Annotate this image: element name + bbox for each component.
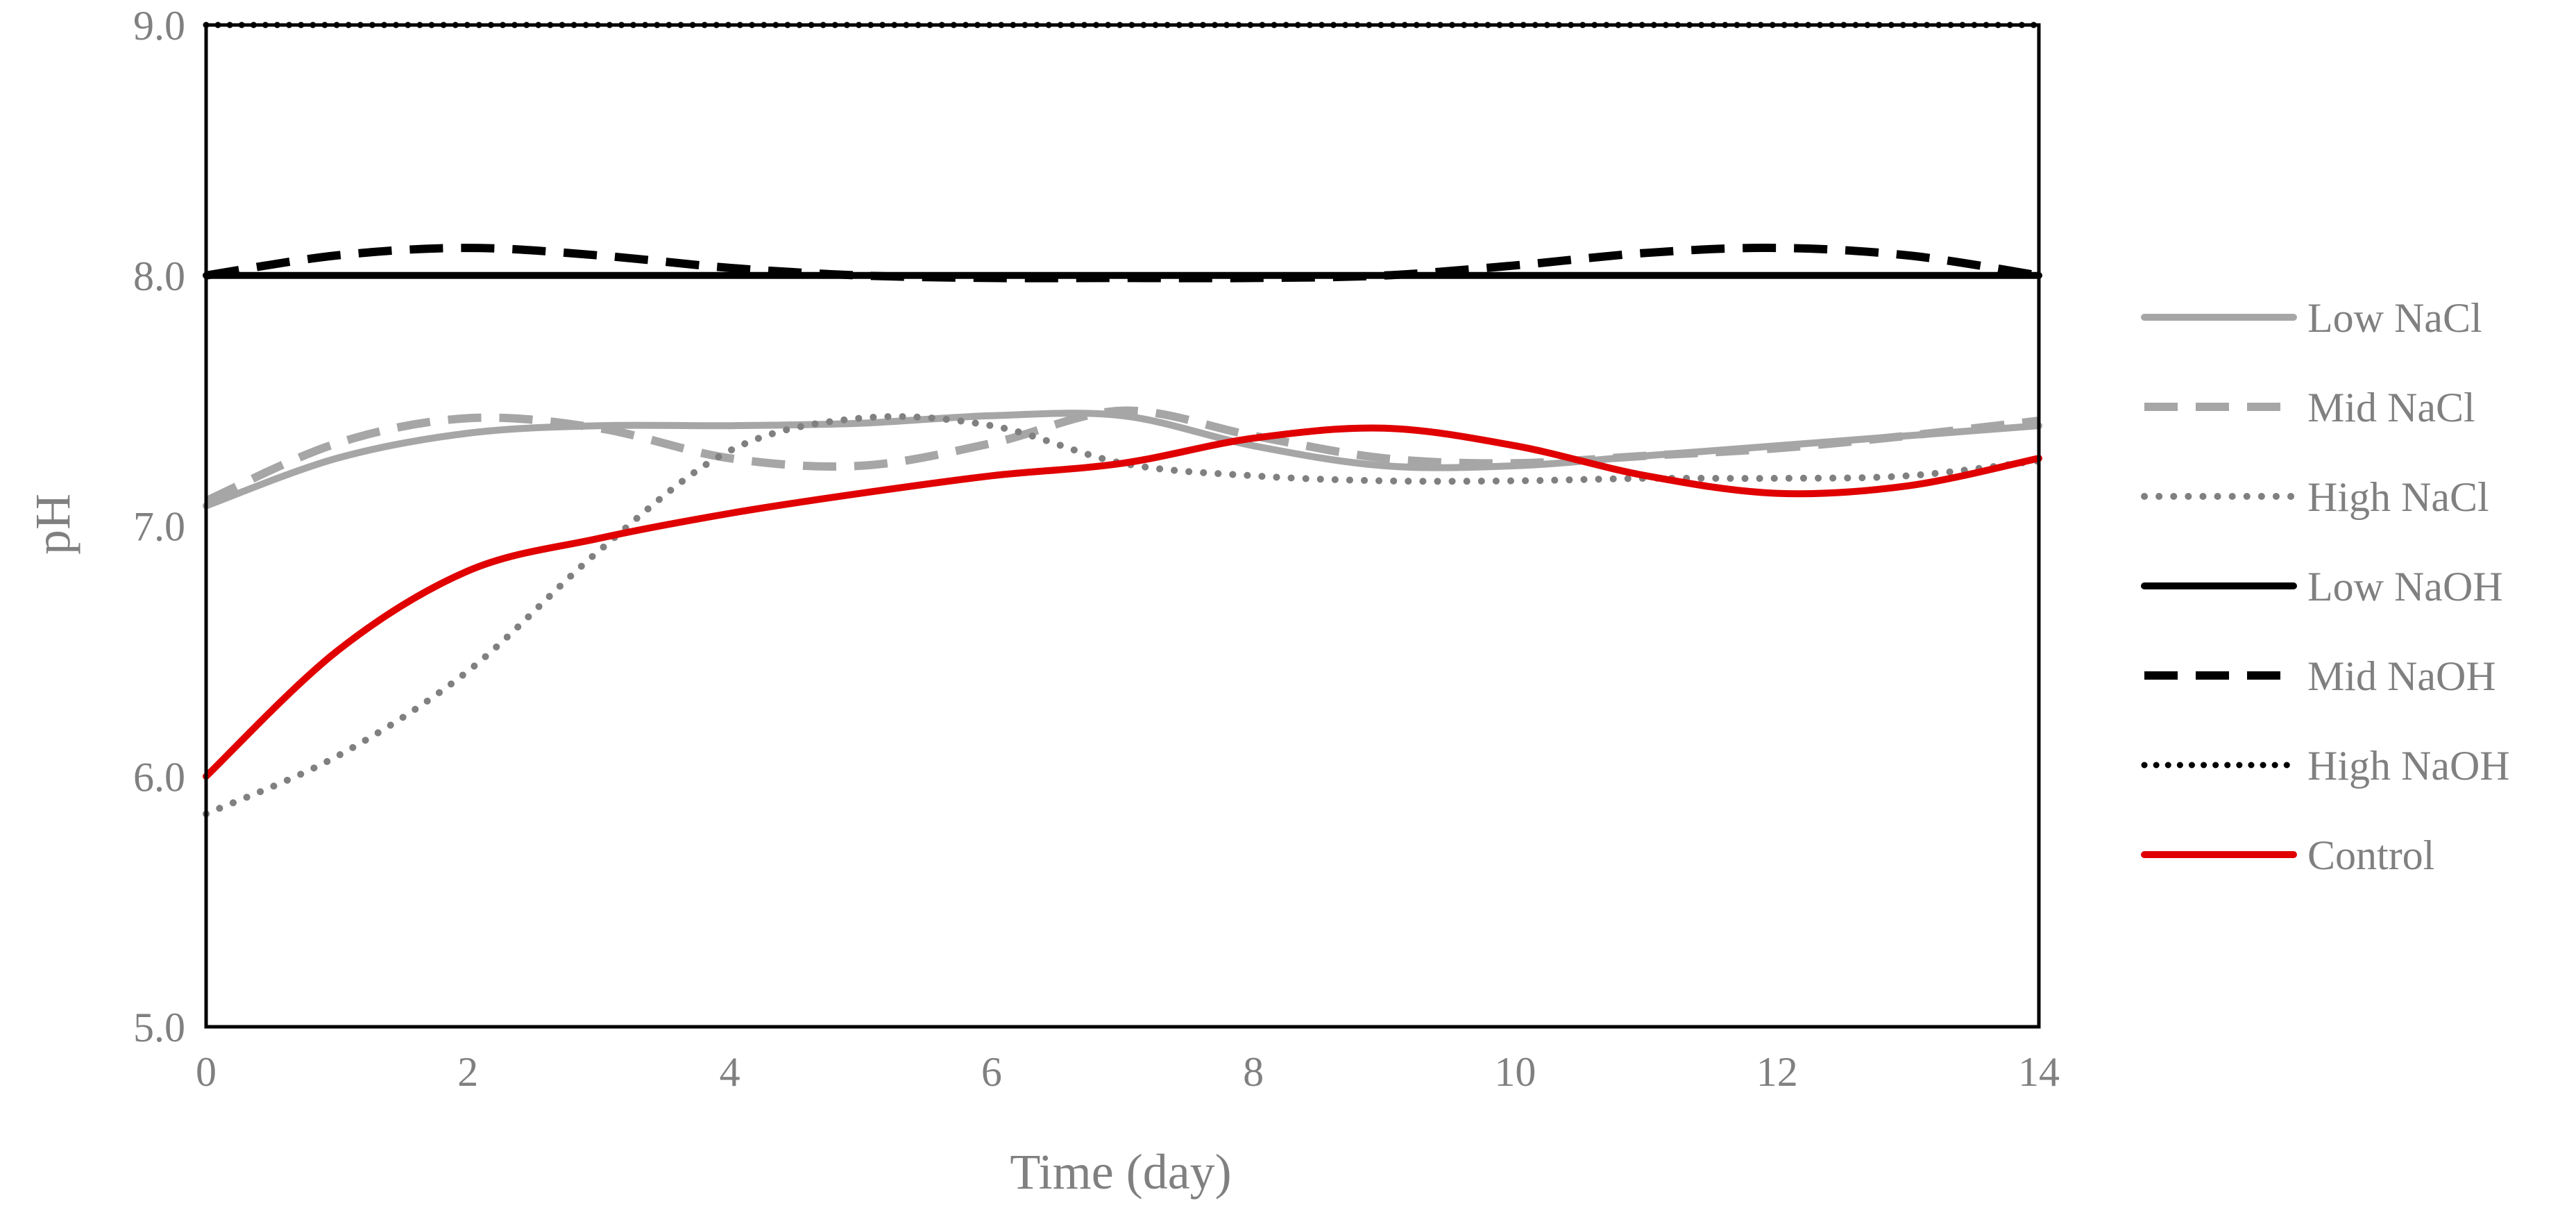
series-line-mid-nacl [204,406,2040,505]
x-tick-label: 10 [1494,1049,1536,1095]
legend-label-high-naoh: High NaOH [2307,743,2510,789]
y-tick-label: 5.0 [133,1005,185,1050]
x-axis-label: Time (day) [1010,1144,1231,1200]
x-tick-label: 6 [981,1049,1002,1095]
y-axis-label: pH [25,494,80,555]
y-axis-ticks: 5.0 6.0 7.0 8.0 9.0 [133,3,185,1050]
plot-area-frame [204,23,2041,1029]
legend: Low NaCl Mid NaCl High NaCl Low NaOH Mid NaO… [2141,295,2510,878]
legend-label-mid-naoh: Mid NaOH [2307,653,2496,699]
plot-lines [203,22,2042,818]
x-tick-label: 12 [1756,1049,1798,1095]
legend-label-mid-nacl: Mid NaCl [2307,385,2475,430]
y-tick-label: 7.0 [133,504,185,550]
x-tick-label: 2 [457,1049,478,1095]
legend-label-control: Control [2307,832,2434,878]
series-line-control [203,424,2042,780]
y-tick-label: 6.0 [133,754,185,800]
legend-label-high-nacl: High NaCl [2307,474,2489,520]
x-tick-label: 14 [2018,1049,2060,1095]
x-tick-label: 4 [720,1049,740,1095]
y-tick-label: 9.0 [133,3,185,49]
legend-label-low-naoh: Low NaOH [2307,564,2503,610]
series-line-high-nacl [203,413,2042,818]
x-tick-label: 0 [196,1049,217,1095]
x-axis-ticks: 0 2 4 6 8 10 12 14 [196,1049,2060,1095]
x-tick-label: 8 [1243,1049,1264,1095]
y-tick-label: 8.0 [133,253,185,299]
legend-label-low-nacl: Low NaCl [2307,295,2482,341]
